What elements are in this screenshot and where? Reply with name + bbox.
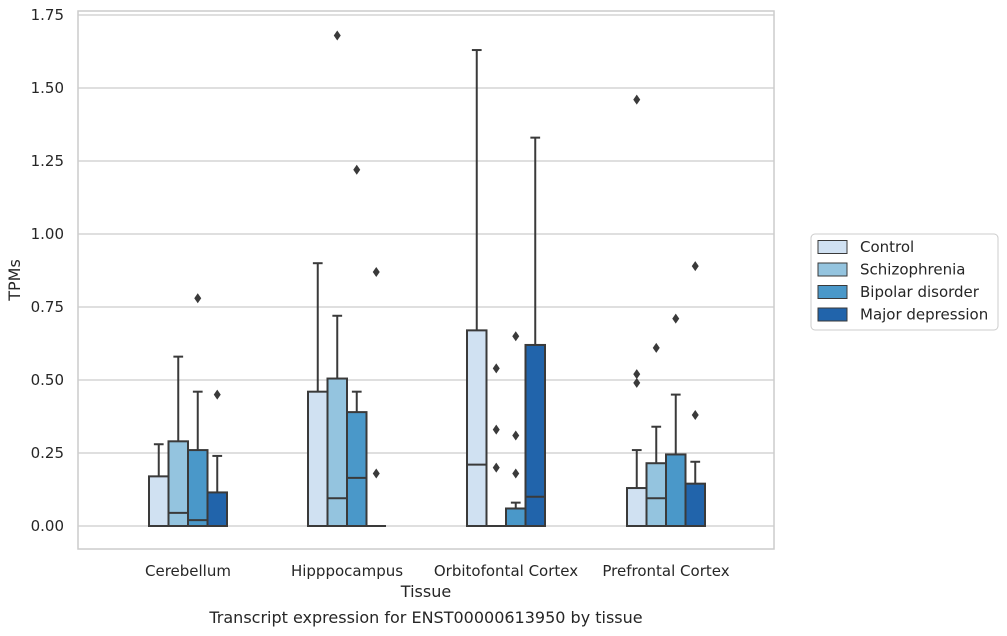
y-tick-label: 1.25 bbox=[31, 152, 64, 170]
y-tick-label: 0.50 bbox=[31, 371, 64, 389]
legend-swatch bbox=[817, 285, 848, 299]
box bbox=[148, 475, 170, 527]
plot-frame bbox=[77, 10, 775, 550]
outlier-point bbox=[353, 164, 361, 175]
legend-label: Major depression bbox=[860, 306, 988, 324]
box-group bbox=[466, 49, 488, 527]
outlier-point bbox=[492, 363, 500, 374]
outlier-point bbox=[372, 468, 380, 479]
box-group bbox=[326, 30, 348, 528]
y-tick-label: 1.00 bbox=[31, 225, 64, 243]
box bbox=[206, 491, 228, 528]
box bbox=[626, 487, 648, 528]
x-tick-labels: Cerebellum Hipppocampus Orbitofontal Corte… bbox=[145, 562, 730, 580]
box-group bbox=[524, 136, 546, 527]
outlier-point bbox=[633, 94, 641, 105]
outlier-point bbox=[372, 266, 380, 277]
box bbox=[187, 449, 209, 527]
outlier-point bbox=[672, 313, 680, 324]
box bbox=[665, 453, 687, 527]
box-group bbox=[206, 389, 228, 528]
box bbox=[645, 462, 667, 527]
x-axis-title: Tissue bbox=[400, 582, 451, 601]
chart-caption: Transcript expression for ENST0000061395… bbox=[208, 608, 642, 627]
y-tick-label: 0.25 bbox=[31, 444, 64, 462]
box-group bbox=[684, 261, 706, 528]
box-plots bbox=[148, 30, 706, 528]
box-group bbox=[486, 363, 506, 527]
box bbox=[466, 329, 488, 527]
y-tick-label: 0.00 bbox=[31, 517, 64, 535]
x-tick-label: Prefrontal Cortex bbox=[602, 562, 729, 580]
legend-item: Bipolar disorder bbox=[817, 283, 980, 301]
y-axis-title: TPMs bbox=[5, 259, 24, 302]
legend-item: Schizophrenia bbox=[817, 261, 965, 279]
box bbox=[505, 507, 527, 528]
box bbox=[524, 343, 546, 527]
box-group bbox=[366, 266, 386, 527]
box bbox=[346, 411, 368, 527]
legend: Control Schizophrenia Bipolar disorder Majo… bbox=[810, 233, 999, 331]
x-tick-label: Hipppocampus bbox=[291, 562, 403, 580]
legend-label: Control bbox=[860, 238, 914, 256]
legend-item: Major depression bbox=[817, 306, 988, 324]
box-group bbox=[626, 94, 648, 528]
box-group bbox=[505, 331, 527, 528]
y-tick-label: 0.75 bbox=[31, 298, 64, 316]
box-group bbox=[307, 262, 329, 527]
legend-swatch bbox=[817, 240, 848, 254]
box-group bbox=[346, 164, 368, 527]
legend-entries: Control Schizophrenia Bipolar disorder Majo… bbox=[817, 238, 988, 324]
box-group bbox=[148, 443, 170, 527]
outlier-point bbox=[633, 377, 641, 388]
box-group bbox=[665, 313, 687, 527]
x-tick-label: Cerebellum bbox=[145, 562, 231, 580]
outlier-point bbox=[492, 462, 500, 473]
x-tick-label: Orbitofontal Cortex bbox=[434, 562, 578, 580]
box bbox=[326, 377, 348, 528]
legend-label: Schizophrenia bbox=[860, 261, 965, 279]
outlier-point bbox=[691, 410, 699, 421]
box-group bbox=[187, 293, 209, 527]
y-tick-labels: 0.00 0.25 0.50 0.75 1.00 1.25 1.50 1.75 bbox=[31, 6, 64, 535]
legend-item: Control bbox=[817, 238, 914, 256]
outlier-point bbox=[691, 261, 699, 272]
outlier-point bbox=[512, 468, 520, 479]
box bbox=[684, 482, 706, 528]
outlier-point bbox=[633, 369, 641, 380]
outlier-point bbox=[512, 331, 520, 342]
outlier-point bbox=[333, 30, 341, 41]
outlier-point bbox=[213, 389, 221, 400]
box-group bbox=[645, 342, 667, 527]
box bbox=[307, 390, 329, 527]
legend-label: Bipolar disorder bbox=[860, 283, 980, 301]
y-tick-label: 1.50 bbox=[31, 79, 64, 97]
legend-swatch bbox=[817, 262, 848, 277]
outlier-point bbox=[652, 342, 660, 353]
legend-swatch bbox=[817, 307, 848, 322]
y-tick-label: 1.75 bbox=[31, 6, 64, 24]
box-group bbox=[167, 355, 189, 528]
legend-frame bbox=[810, 233, 999, 331]
outlier-point bbox=[194, 293, 202, 304]
outlier-point bbox=[512, 430, 520, 441]
outlier-point bbox=[492, 424, 500, 435]
